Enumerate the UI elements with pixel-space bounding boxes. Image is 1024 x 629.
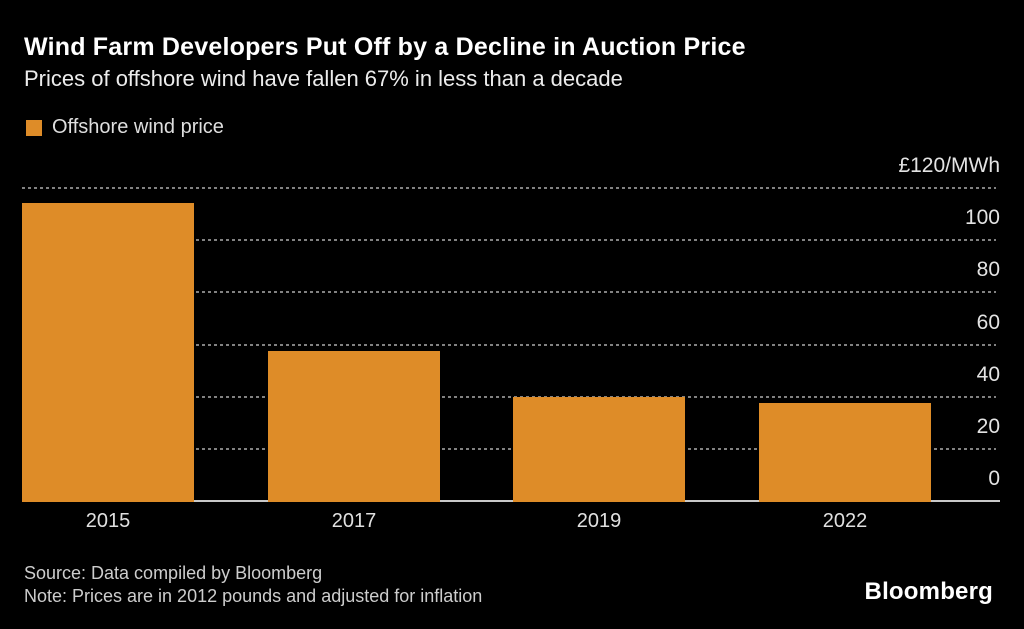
chart-title: Wind Farm Developers Put Off by a Declin…: [24, 33, 746, 61]
note-text: Note: Prices are in 2012 pounds and adju…: [24, 586, 483, 606]
bar-2017: [268, 351, 440, 502]
x-tick-label-2022: 2022: [822, 510, 868, 532]
x-tick-label-2019: 2019: [576, 510, 622, 532]
bar-2022: [759, 403, 931, 502]
bar-2019: [513, 397, 685, 502]
y-gridline-80: [22, 291, 996, 293]
legend-swatch-icon: [26, 119, 42, 136]
chart-subtitle: Prices of offshore wind have fallen 67% …: [24, 66, 623, 91]
bar-2015: [22, 203, 194, 502]
x-axis-baseline: [22, 500, 1000, 502]
y-gridline-100: [22, 239, 996, 241]
legend-label: Offshore wind price: [52, 116, 224, 138]
x-tick-label-2017: 2017: [331, 510, 377, 532]
bloomberg-logo: Bloomberg: [864, 578, 993, 605]
source-text: Source: Data compiled by Bloomberg: [24, 563, 323, 583]
y-tick-label-80: 80: [976, 258, 1000, 281]
legend: Offshore wind price: [26, 116, 224, 139]
y-tick-label-100: 100: [964, 206, 1000, 229]
y-tick-label-60: 60: [976, 311, 1000, 334]
y-gridline-40: [22, 396, 996, 398]
x-tick-label-2015: 2015: [85, 510, 131, 532]
y-tick-label-0: 0: [988, 467, 1000, 490]
y-axis-unit-label: £120/MWh: [898, 154, 1000, 177]
y-gridline-20: [22, 448, 996, 450]
footer: Source: Data compiled by Bloomberg Note:…: [24, 562, 482, 608]
y-gridline-120: [22, 187, 996, 189]
y-gridline-60: [22, 344, 996, 346]
y-tick-label-40: 40: [976, 363, 1000, 386]
y-tick-label-20: 20: [976, 415, 1000, 438]
